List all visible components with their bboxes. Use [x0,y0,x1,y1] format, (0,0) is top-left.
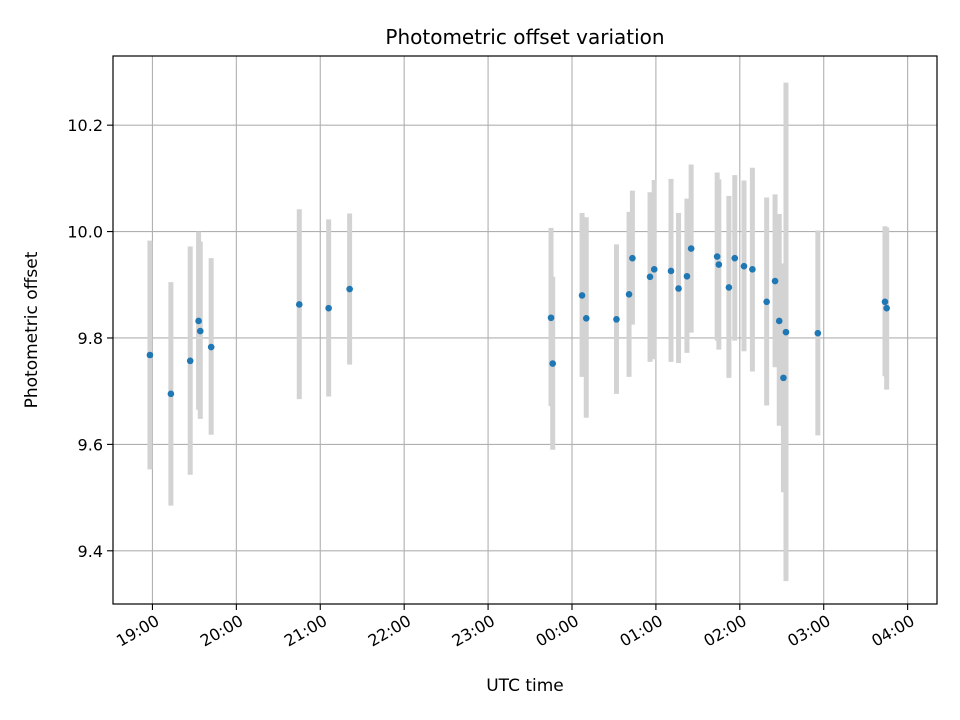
data-point [814,329,822,337]
data-point [207,343,215,351]
data-point [625,291,633,298]
data-point [650,266,658,273]
y-tick-label: 9.6 [78,435,103,454]
data-point [646,273,654,281]
data-point [582,314,590,322]
plot-frame [112,55,938,605]
data-points [146,245,890,398]
data-point [780,374,787,382]
data-point [763,298,770,306]
data-point [775,317,783,325]
data-point [713,253,721,260]
data-point [687,245,695,252]
data-point [715,261,723,268]
data-point [725,284,733,291]
data-point [629,254,636,262]
data-point [683,272,691,280]
data-point [325,304,332,312]
data-point [740,262,748,270]
data-point [578,292,586,299]
y-axis-title: Photometric offset [22,251,42,408]
y-axis-ticks: 9.4 9.6 9.8 10.0 10.2 [67,116,113,561]
data-point [731,254,739,262]
data-point [195,317,202,325]
data-point [675,285,682,292]
y-tick-label: 9.8 [78,329,103,348]
y-tick-label: 9.4 [78,542,103,561]
data-point [186,357,194,365]
data-point [883,304,890,312]
x-axis-title: UTC time [486,676,564,696]
y-tick-label: 10.2 [67,116,103,135]
data-point [613,316,620,323]
data-point [771,277,779,285]
data-point [549,360,556,367]
y-tick-label: 10.0 [67,223,103,242]
data-point [146,351,154,359]
data-point [167,390,175,398]
data-point [667,267,675,275]
data-point [196,327,204,335]
data-point [295,301,303,308]
data-point [346,285,353,293]
chart-title: Photometric offset variation [385,25,664,49]
data-point [782,328,790,336]
data-point [547,314,555,322]
grid-lines [113,56,937,604]
data-point [881,298,889,306]
data-point [749,266,756,273]
